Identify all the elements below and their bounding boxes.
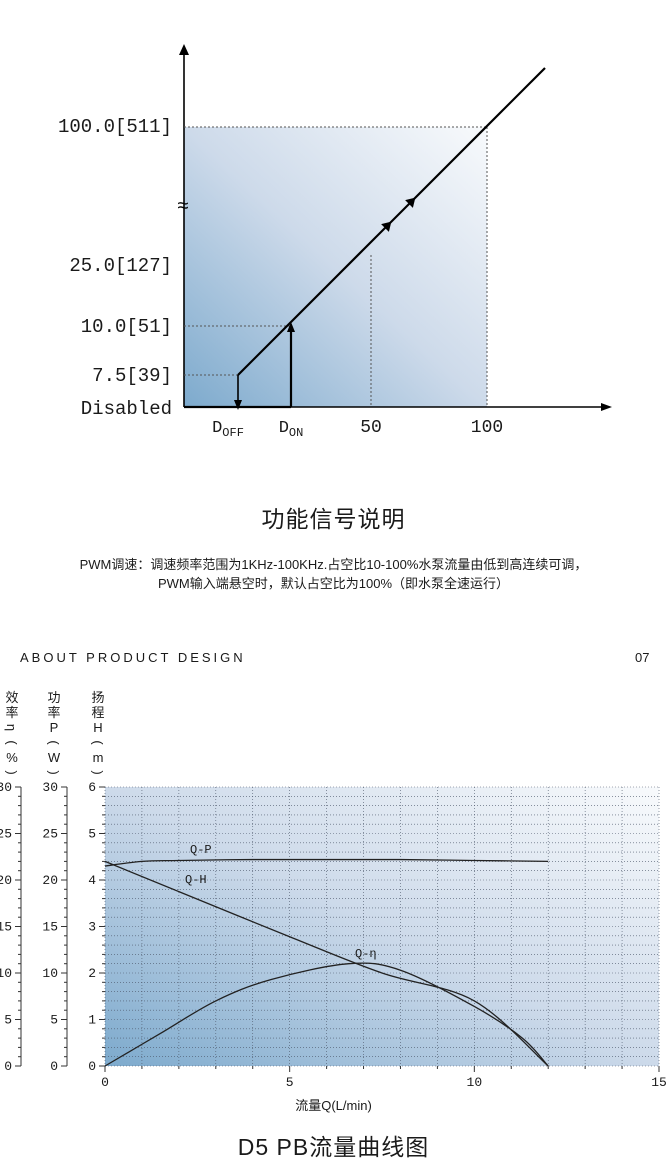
svg-text:10.0[51]: 10.0[51] [81, 316, 172, 338]
svg-text:50: 50 [360, 418, 382, 438]
svg-text:5: 5 [286, 1075, 294, 1090]
svg-text:Disabled: Disabled [81, 398, 172, 420]
svg-text:DOFF: DOFF [212, 419, 244, 440]
svg-text:20: 20 [42, 873, 58, 888]
svg-text:15: 15 [42, 920, 58, 935]
svg-text:Q-η: Q-η [355, 947, 377, 961]
svg-text:5: 5 [88, 827, 96, 842]
svg-text:4: 4 [88, 873, 96, 888]
svg-text:5: 5 [50, 1013, 58, 1028]
svg-text:0: 0 [4, 1059, 12, 1074]
svg-text:100.0[511]: 100.0[511] [58, 116, 172, 138]
svg-text:25: 25 [42, 827, 58, 842]
svg-text:3: 3 [88, 920, 96, 935]
svg-text:≈: ≈ [177, 196, 189, 219]
svg-text:2: 2 [88, 966, 96, 981]
svg-text:Q-H: Q-H [185, 873, 207, 887]
svg-text:10: 10 [0, 966, 12, 981]
svg-text:30: 30 [0, 780, 12, 795]
svg-text:5: 5 [4, 1013, 12, 1028]
svg-text:0: 0 [50, 1059, 58, 1074]
svg-text:25: 25 [0, 827, 12, 842]
svg-text:30: 30 [42, 780, 58, 795]
svg-text:20: 20 [0, 873, 12, 888]
svg-text:10: 10 [42, 966, 58, 981]
svg-text:100: 100 [471, 418, 503, 438]
svg-text:Q-P: Q-P [190, 843, 212, 857]
svg-text:15: 15 [0, 920, 12, 935]
svg-text:DON: DON [279, 419, 304, 440]
svg-text:0: 0 [88, 1059, 96, 1074]
svg-text:1: 1 [88, 1013, 96, 1028]
svg-text:7.5[39]: 7.5[39] [92, 365, 172, 387]
svg-text:25.0[127]: 25.0[127] [69, 255, 172, 277]
svg-text:15: 15 [651, 1075, 667, 1090]
svg-text:0: 0 [101, 1075, 109, 1090]
svg-text:6: 6 [88, 780, 96, 795]
svg-text:10: 10 [467, 1075, 483, 1090]
